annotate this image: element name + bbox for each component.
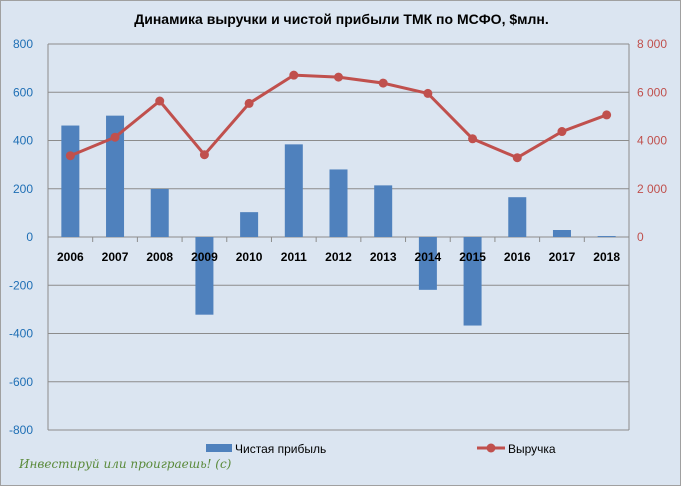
left-tick-label: -400 xyxy=(9,327,33,341)
right-tick-label: 0 xyxy=(637,230,644,244)
left-tick-label: -200 xyxy=(9,278,33,292)
category-label: 2015 xyxy=(459,250,486,264)
watermark: Инвестируй или проиграешь! (c) xyxy=(19,457,232,471)
revenue-point-2014 xyxy=(423,88,433,98)
chart-title: Динамика выручки и чистой прибыли ТМК по… xyxy=(134,11,549,27)
revenue-point-2013 xyxy=(378,78,388,88)
left-tick-label: 800 xyxy=(13,37,33,51)
category-label: 2013 xyxy=(370,250,397,264)
bar-2014 xyxy=(418,237,437,290)
category-label: 2008 xyxy=(146,250,173,264)
bar-2015 xyxy=(463,237,482,326)
bar-2018 xyxy=(597,236,616,238)
bar-2006 xyxy=(61,125,80,237)
category-label: 2010 xyxy=(236,250,263,264)
revenue-point-2017 xyxy=(557,127,567,137)
bar-2010 xyxy=(240,212,259,237)
left-tick-label: 200 xyxy=(13,182,33,196)
revenue-point-2015 xyxy=(468,134,478,144)
right-tick-label: 6 000 xyxy=(637,85,667,99)
left-tick-label: 600 xyxy=(13,85,33,99)
category-label: 2017 xyxy=(549,250,576,264)
category-label: 2011 xyxy=(281,250,307,264)
right-tick-label: 8 000 xyxy=(637,37,667,51)
bar-2011 xyxy=(284,144,303,237)
category-label: 2009 xyxy=(191,250,218,264)
revenue-point-2006 xyxy=(65,151,75,161)
bar-2007 xyxy=(106,115,125,237)
left-tick-label: -600 xyxy=(9,375,33,389)
right-tick-label: 4 000 xyxy=(637,134,667,148)
revenue-point-2016 xyxy=(512,153,522,163)
left-tick-label: 0 xyxy=(26,230,33,244)
category-label: 2016 xyxy=(504,250,531,264)
legend-label-profit: Чистая прибыль xyxy=(235,442,326,456)
bar-2012 xyxy=(329,169,348,237)
left-tick-label: -800 xyxy=(9,423,33,437)
bar-2017 xyxy=(552,230,571,237)
category-label: 2014 xyxy=(415,250,442,264)
category-label: 2006 xyxy=(57,250,84,264)
bar-2013 xyxy=(374,185,393,237)
left-tick-label: 400 xyxy=(13,134,33,148)
revenue-line xyxy=(69,73,608,160)
revenue-point-2010 xyxy=(244,98,254,108)
revenue-point-2011 xyxy=(289,70,299,80)
category-label: 2012 xyxy=(325,250,352,264)
revenue-point-2009 xyxy=(199,150,209,160)
legend-label-revenue: Выручка xyxy=(508,442,556,456)
category-label: 2007 xyxy=(102,250,129,264)
revenue-point-2008 xyxy=(155,96,165,106)
revenue-point-2018 xyxy=(602,110,612,120)
legend-line-marker xyxy=(486,443,496,453)
bar-2016 xyxy=(508,197,527,237)
legend-bar-swatch xyxy=(206,444,232,452)
revenue-point-2007 xyxy=(110,132,120,142)
category-label: 2018 xyxy=(593,250,620,264)
bar-2009 xyxy=(195,237,214,315)
bar-2008 xyxy=(150,188,169,237)
revenue-point-2012 xyxy=(334,72,343,82)
right-tick-label: 2 000 xyxy=(637,182,667,196)
